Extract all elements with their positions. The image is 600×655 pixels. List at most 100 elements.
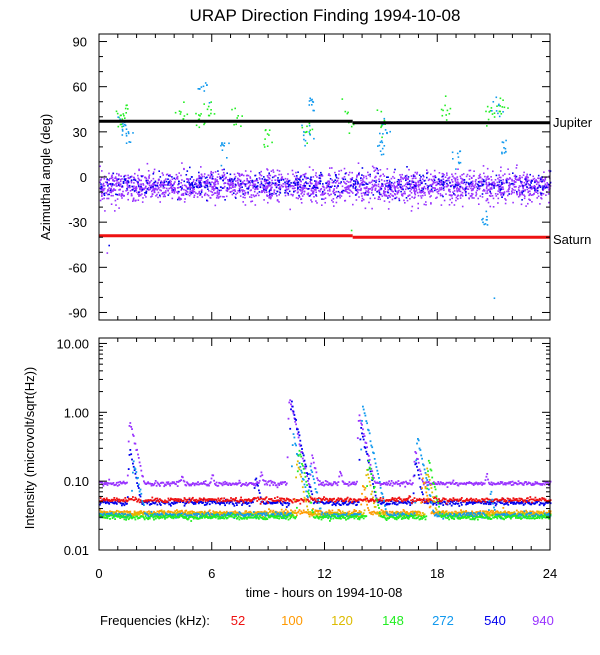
intensity-point — [461, 504, 463, 506]
azimuth-point — [502, 99, 504, 101]
intensity-point — [135, 473, 137, 475]
azimuth-point — [135, 180, 137, 182]
azimuth-point — [109, 191, 111, 193]
intensity-point — [298, 511, 300, 513]
azimuth-point — [310, 176, 312, 178]
azimuth-point — [214, 192, 216, 194]
intensity-point — [412, 482, 414, 484]
intensity-point — [312, 457, 314, 459]
azimuth-point — [470, 182, 472, 184]
azimuth-point — [210, 113, 212, 115]
azimuth-point — [429, 196, 431, 198]
azimuth-point — [536, 181, 538, 183]
azimuth-point — [266, 179, 268, 181]
intensity-point — [386, 482, 388, 484]
azimuth-point — [491, 110, 493, 112]
azimuth-point — [489, 191, 491, 193]
azimuth-point — [503, 147, 505, 149]
intensity-point — [511, 484, 513, 486]
intensity-point — [177, 485, 179, 487]
azimuth-point — [509, 173, 511, 175]
azimuth-point — [104, 178, 106, 180]
azimuth-point — [486, 178, 488, 180]
intensity-point — [316, 471, 318, 473]
intensity-point — [504, 499, 506, 501]
intensity-point — [333, 498, 335, 500]
azimuth-point — [394, 177, 396, 179]
intensity-point — [289, 428, 291, 430]
azimuth-point — [245, 170, 247, 172]
azimuth-point — [285, 183, 287, 185]
azimuth-point — [405, 175, 407, 177]
azimuth-point — [210, 175, 212, 177]
azimuth-point — [293, 182, 295, 184]
azimuth-point — [537, 177, 539, 179]
azimuth-point — [189, 188, 191, 190]
intensity-point — [418, 474, 420, 476]
azimuth-point — [520, 186, 522, 188]
azimuth-point — [123, 113, 125, 115]
azimuth-point — [183, 189, 185, 191]
azimuth-point — [178, 181, 180, 183]
azimuth-point — [311, 104, 313, 106]
azimuth-point — [174, 190, 176, 192]
intensity-point — [283, 498, 285, 500]
azimuth-ytick-label: -90 — [68, 305, 87, 320]
intensity-point — [287, 502, 289, 504]
intensity-point — [475, 500, 477, 502]
azimuth-point — [416, 173, 418, 175]
azimuth-point — [125, 108, 127, 110]
azimuth-point — [382, 148, 384, 150]
azimuth-point — [287, 193, 289, 195]
azimuth-point — [301, 125, 303, 127]
azimuth-point — [207, 183, 209, 185]
azimuth-point — [322, 183, 324, 185]
azimuth-point — [390, 193, 392, 195]
intensity-point — [419, 469, 421, 471]
azimuth-point — [398, 179, 400, 181]
azimuth-point — [439, 172, 441, 174]
intensity-point — [129, 449, 131, 451]
intensity-point — [290, 509, 292, 511]
azimuth-point — [534, 187, 536, 189]
azimuth-point — [395, 190, 397, 192]
azimuth-point — [485, 184, 487, 186]
intensity-point — [287, 456, 289, 458]
intensity-point — [328, 500, 330, 502]
intensity-point — [226, 482, 228, 484]
azimuth-point — [216, 187, 218, 189]
intensity-point — [475, 498, 477, 500]
azimuth-point — [292, 174, 294, 176]
azimuth-point — [292, 195, 294, 197]
intensity-point — [255, 485, 257, 487]
azimuth-point — [153, 173, 155, 175]
azimuth-point — [293, 191, 295, 193]
intensity-point — [129, 422, 131, 424]
azimuth-point — [508, 189, 510, 191]
azimuth-point — [457, 168, 459, 170]
azimuth-point — [279, 182, 281, 184]
intensity-point — [409, 480, 411, 482]
azimuth-point — [515, 181, 517, 183]
azimuth-point — [313, 101, 315, 103]
azimuth-point — [497, 182, 499, 184]
azimuth-point — [251, 181, 253, 183]
intensity-point — [245, 482, 247, 484]
azimuth-point — [330, 186, 332, 188]
azimuth-point — [463, 189, 465, 191]
intensity-point — [215, 484, 217, 486]
intensity-point — [440, 503, 442, 505]
azimuth-point — [521, 177, 523, 179]
intensity-point — [530, 498, 532, 500]
azimuth-point — [434, 190, 436, 192]
azimuth-point — [423, 188, 425, 190]
intensity-point — [184, 481, 186, 483]
azimuth-point — [294, 183, 296, 185]
intensity-point — [117, 499, 119, 501]
azimuth-point — [126, 135, 128, 137]
azimuth-point — [193, 196, 195, 198]
azimuth-point — [408, 169, 410, 171]
azimuth-point — [127, 194, 129, 196]
azimuth-point — [525, 184, 527, 186]
